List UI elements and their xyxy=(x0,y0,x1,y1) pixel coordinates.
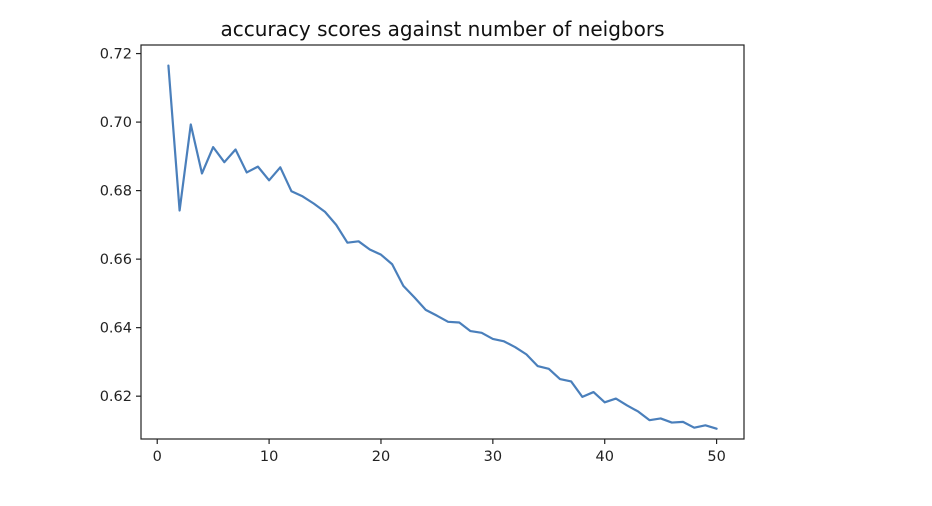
chart-title: accuracy scores against number of neigbo… xyxy=(220,17,664,41)
x-tick-label: 30 xyxy=(484,449,502,465)
y-tick-label: 0.62 xyxy=(100,389,132,405)
x-tick-label: 0 xyxy=(153,449,162,465)
x-axis: 0 10 20 30 40 50 xyxy=(153,439,726,465)
y-tick-label: 0.70 xyxy=(100,115,132,131)
series-line xyxy=(167,64,718,430)
x-tick-label: 10 xyxy=(260,449,278,465)
y-tick-label: 0.66 xyxy=(100,252,132,268)
y-tick-label: 0.72 xyxy=(100,47,132,63)
plot-area-frame xyxy=(140,44,745,440)
series-layer xyxy=(167,64,718,430)
y-tick-label: 0.64 xyxy=(100,321,132,337)
x-tick-label: 20 xyxy=(372,449,390,465)
y-tick-label: 0.68 xyxy=(100,184,132,200)
y-axis: 0.62 0.64 0.66 0.68 0.70 0.72 xyxy=(100,47,141,405)
x-tick-label: 50 xyxy=(707,449,725,465)
x-tick-label: 40 xyxy=(595,449,613,465)
